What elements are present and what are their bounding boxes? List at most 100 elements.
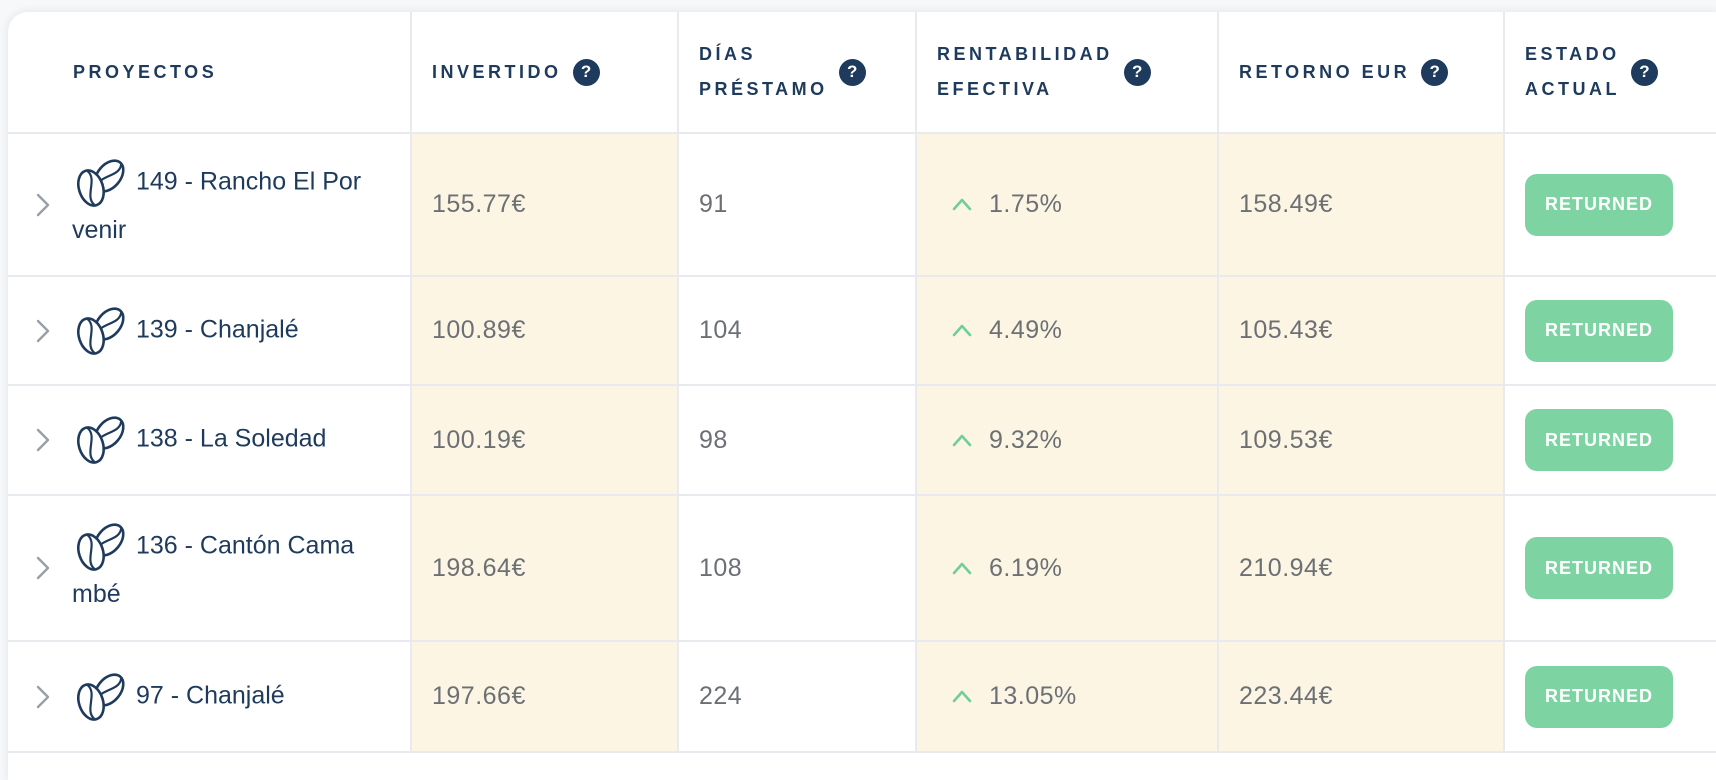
project-cell: 136 - Cantón Camambé: [8, 496, 410, 640]
dias-value: 104: [699, 316, 743, 344]
caret-up-icon: [951, 689, 973, 704]
header-cell-proyectos: PROYECTOS: [8, 12, 410, 132]
invertido-cell: 155.77€: [410, 134, 677, 275]
invertido-cell: 100.19€: [410, 386, 677, 494]
header-label-invertido: INVERTIDO: [432, 61, 562, 82]
header-label-retorno: RETORNO EUR: [1239, 61, 1411, 82]
table-row: 97 - Chanjalé 197.66€ 224 13.05% 223.44€…: [8, 640, 1716, 753]
retorno-cell: 210.94€: [1217, 496, 1503, 640]
status-badge: RETURNED: [1525, 537, 1673, 599]
coffee-beans-icon: [72, 667, 131, 724]
coffee-beans-icon: [72, 301, 131, 358]
header-label-dias-prestamo: DÍAS PRÉSTAMO: [699, 44, 828, 99]
retorno-cell: 105.43€: [1217, 277, 1503, 384]
coffee-beans-icon: [72, 153, 131, 211]
project-name-block: 138 - La Soledad: [72, 410, 366, 468]
project-name-link[interactable]: 97 - Chanjalé: [136, 681, 285, 710]
dias-cell: 104: [677, 277, 915, 384]
project-name-link[interactable]: 136 - Cantón Camambé: [72, 531, 355, 608]
caret-up-icon: [951, 323, 973, 338]
invertido-cell: 198.64€: [410, 496, 677, 640]
invertido-value: 100.19€: [432, 425, 526, 454]
rentabilidad-cell: 9.32%: [915, 386, 1217, 494]
dias-value: 91: [699, 190, 728, 218]
coffee-beans-icon: [72, 517, 131, 574]
estado-cell: RETURNED: [1503, 134, 1716, 275]
rentabilidad-cell: 13.05%: [915, 642, 1217, 751]
rentabilidad-value: 6.19%: [989, 553, 1063, 582]
table-row: 139 - Chanjalé 100.89€ 104 4.49% 105.43€…: [8, 275, 1716, 384]
dias-cell: 224: [677, 642, 915, 751]
invertido-cell: 100.89€: [410, 277, 677, 384]
rentabilidad-cell: 4.49%: [915, 277, 1217, 384]
retorno-cell: 158.49€: [1217, 134, 1503, 275]
dias-value: 98: [699, 425, 728, 454]
rentabilidad-value: 9.32%: [989, 425, 1063, 454]
status-badge: RETURNED: [1525, 299, 1673, 362]
invertido-value: 198.64€: [432, 553, 526, 582]
rentabilidad-value: 4.49%: [989, 316, 1063, 344]
row-expand-chevron-icon[interactable]: [34, 554, 52, 582]
project-name-link[interactable]: 139 - Chanjalé: [136, 315, 299, 344]
header-cell-dias-prestamo: DÍAS PRÉSTAMO ?: [677, 12, 915, 132]
project-cell: 138 - La Soledad: [8, 386, 410, 494]
caret-up-icon: [951, 197, 973, 212]
estado-cell: RETURNED: [1503, 386, 1716, 494]
project-name-link[interactable]: 149 - Rancho El Porvenir: [72, 167, 362, 244]
invertido-cell: 197.66€: [410, 642, 677, 751]
retorno-value: 109.53€: [1239, 425, 1333, 454]
retorno-cell: 223.44€: [1217, 642, 1503, 751]
header-cell-retorno: RETORNO EUR ?: [1217, 12, 1503, 132]
retorno-cell: 109.53€: [1217, 386, 1503, 494]
project-cell: 139 - Chanjalé: [8, 277, 410, 384]
estado-cell: RETURNED: [1503, 642, 1716, 751]
row-expand-chevron-icon[interactable]: [34, 191, 52, 219]
project-name-link[interactable]: 138 - La Soledad: [136, 424, 327, 453]
status-badge: RETURNED: [1525, 409, 1673, 471]
header-cell-rentabilidad: RENTABILIDAD EFECTIVA ?: [915, 12, 1217, 132]
investments-table-card: PROYECTOS INVERTIDO ? DÍAS PRÉSTAMO ? RE…: [8, 12, 1716, 780]
estado-cell: RETURNED: [1503, 496, 1716, 640]
dias-cell: 108: [677, 496, 915, 640]
project-name-block: 139 - Chanjalé: [72, 301, 366, 358]
help-icon[interactable]: ?: [1421, 58, 1449, 86]
rentabilidad-value: 13.05%: [989, 682, 1077, 710]
project-cell: 149 - Rancho El Porvenir: [8, 134, 410, 275]
table-row: 149 - Rancho El Porvenir 155.77€ 91 1.75…: [8, 132, 1716, 275]
project-cell: 97 - Chanjalé: [8, 642, 410, 751]
invertido-value: 197.66€: [432, 682, 526, 710]
status-badge: RETURNED: [1525, 173, 1673, 236]
rentabilidad-cell: 6.19%: [915, 496, 1217, 640]
header-label-proyectos: PROYECTOS: [73, 61, 218, 82]
row-expand-chevron-icon[interactable]: [34, 683, 52, 711]
project-name-block: 149 - Rancho El Porvenir: [72, 153, 366, 252]
dias-value: 224: [699, 682, 743, 710]
row-expand-chevron-icon[interactable]: [34, 317, 52, 345]
help-icon[interactable]: ?: [572, 58, 600, 86]
project-name-block: 97 - Chanjalé: [72, 667, 366, 724]
caret-up-icon: [951, 433, 973, 448]
header-label-rentabilidad: RENTABILIDAD EFECTIVA: [937, 44, 1113, 99]
dias-cell: 98: [677, 386, 915, 494]
invertido-value: 155.77€: [432, 190, 526, 218]
table-row: 136 - Cantón Camambé 198.64€ 108 6.19% 2…: [8, 494, 1716, 640]
table-header-row: PROYECTOS INVERTIDO ? DÍAS PRÉSTAMO ? RE…: [8, 12, 1716, 132]
help-icon[interactable]: ?: [838, 58, 866, 86]
header-cell-invertido: INVERTIDO ?: [410, 12, 677, 132]
retorno-value: 210.94€: [1239, 553, 1333, 582]
coffee-beans-icon: [72, 410, 131, 468]
header-cell-estado: ESTADO ACTUAL ?: [1503, 12, 1716, 132]
header-label-estado: ESTADO ACTUAL: [1525, 44, 1620, 99]
row-expand-chevron-icon[interactable]: [34, 426, 52, 454]
retorno-value: 158.49€: [1239, 190, 1333, 218]
dias-cell: 91: [677, 134, 915, 275]
table-row: 138 - La Soledad 100.19€ 98 9.32% 109.53…: [8, 384, 1716, 494]
invertido-value: 100.89€: [432, 316, 526, 344]
rentabilidad-value: 1.75%: [989, 190, 1063, 218]
project-name-block: 136 - Cantón Camambé: [72, 517, 366, 616]
help-icon[interactable]: ?: [1123, 58, 1151, 86]
retorno-value: 105.43€: [1239, 316, 1333, 344]
estado-cell: RETURNED: [1503, 277, 1716, 384]
help-icon[interactable]: ?: [1631, 58, 1658, 86]
dias-value: 108: [699, 553, 743, 582]
